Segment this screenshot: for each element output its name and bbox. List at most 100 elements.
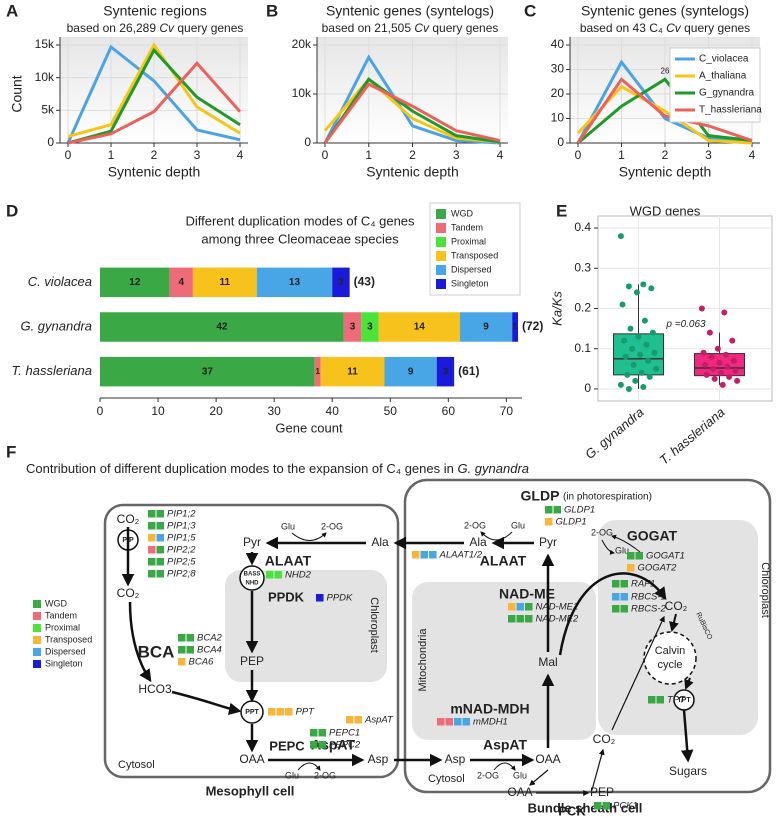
- gene-label: RAF1: [631, 579, 655, 590]
- gene-label: RBCS-2: [631, 604, 667, 615]
- x-tick-label: 70: [500, 404, 514, 418]
- mode-square: [420, 551, 428, 559]
- value-label: 3: [367, 322, 373, 333]
- metabolite: 2-OG: [464, 520, 486, 530]
- data-point: [646, 373, 653, 380]
- x-tick-label: 20: [209, 404, 223, 418]
- note: cycle: [657, 659, 682, 671]
- legend-label: G_gynandra: [699, 88, 754, 99]
- data-point: [710, 365, 717, 372]
- legend-swatch: [436, 237, 446, 247]
- metabolite: HCO3: [138, 682, 172, 696]
- x-tick-label: 50: [384, 404, 398, 418]
- value-label: 1: [315, 367, 320, 376]
- chart-subtitle-part: Cv: [414, 21, 430, 35]
- y-tick-label: 5k: [41, 103, 55, 117]
- mode-square: [148, 546, 156, 554]
- data-point: [641, 317, 648, 324]
- bar-segment: [436, 356, 455, 387]
- series-line: [323, 77, 501, 144]
- mode-square: [148, 510, 156, 518]
- panel-label: F: [6, 442, 16, 461]
- legend-swatch: [436, 265, 446, 275]
- legend-label: Transposed: [45, 634, 92, 644]
- gene-label: RBCS-1: [631, 592, 666, 603]
- legend-label: Tandem: [45, 610, 77, 620]
- enzyme: AspAT: [311, 737, 356, 753]
- gene-label: PIP2;5: [167, 557, 196, 568]
- panel-label: D: [6, 201, 18, 220]
- y-tick-label: 20k: [292, 37, 312, 51]
- enzyme: PPDK: [268, 589, 305, 604]
- chart-title: Syntenic regions: [103, 3, 207, 19]
- metabolite: Pyr: [243, 535, 261, 549]
- legend-swatch: [436, 279, 446, 289]
- mode-square: [276, 708, 284, 716]
- y-tick-label: 0: [304, 135, 311, 149]
- total-label: (61): [458, 364, 479, 378]
- data-point: [648, 285, 655, 292]
- panel-label: A: [6, 1, 18, 20]
- gene-label: BCA4: [197, 645, 222, 656]
- bar-segment: [332, 267, 350, 298]
- mode-square: [285, 708, 293, 716]
- data-point: [625, 385, 632, 392]
- arrow: [611, 615, 665, 731]
- x-tick-label: 10: [151, 404, 165, 418]
- metabolite: Sugars: [669, 764, 707, 778]
- mode-square: [516, 615, 524, 623]
- mode-square: [602, 802, 610, 810]
- data-point: [703, 371, 710, 378]
- arrow: [680, 709, 694, 763]
- category-label: G. gynandra: [20, 318, 92, 333]
- chart-subtitle-part: based on 26,289: [67, 21, 160, 35]
- data-point: [726, 373, 733, 380]
- enzyme: AspAT: [483, 737, 528, 753]
- mode-square: [627, 564, 635, 572]
- data-point: [632, 377, 639, 384]
- arrow: [684, 677, 694, 690]
- gene-label: PIP1;2: [167, 509, 196, 520]
- legend-swatch: [436, 251, 446, 261]
- metabolite: Ala: [371, 535, 389, 549]
- mitochondria: [412, 582, 596, 740]
- y-tick-label: 15k: [35, 37, 55, 51]
- mesophyll-cell: [103, 503, 400, 779]
- bar-segment: [192, 267, 257, 298]
- value-label: 3: [350, 322, 356, 333]
- arrow: [611, 534, 641, 553]
- legend-label: Proximal: [451, 236, 486, 246]
- bar-segment: [314, 356, 321, 387]
- mode-square: [186, 646, 194, 654]
- panel-label: C: [524, 1, 536, 20]
- bar-segment: [320, 356, 385, 387]
- legend-swatch: [436, 209, 446, 219]
- series-line: [323, 54, 501, 145]
- y-tick-label: 0.1: [574, 341, 591, 355]
- legend-label: Dispersed: [45, 646, 86, 656]
- gene-label: GLDP1: [564, 505, 595, 516]
- data-point: [702, 361, 709, 368]
- data-point: [698, 305, 705, 312]
- category-label: C. violacea: [28, 274, 92, 289]
- data-point: [625, 283, 632, 290]
- enzyme: GOGAT: [627, 528, 678, 544]
- x-tick-label: 2: [409, 148, 416, 162]
- gene-label: NAD-ME2: [536, 614, 579, 625]
- data-point: [624, 371, 631, 378]
- mode-square: [274, 571, 282, 579]
- bar-segment: [100, 312, 344, 342]
- mode-square: [156, 570, 164, 578]
- mode-square: [148, 570, 156, 578]
- metabolite: PEP: [590, 785, 614, 799]
- chart-subtitle: based on 26,289 Cv query genes: [67, 21, 244, 35]
- data-point: [706, 329, 713, 336]
- chart-title: Different duplication modes of C₄ genes: [185, 213, 415, 228]
- bar-segment: [512, 312, 518, 342]
- mode-square: [178, 634, 186, 642]
- mode-square: [545, 518, 553, 526]
- legend-label: Transposed: [451, 250, 498, 260]
- metabolite: OAA: [239, 752, 264, 766]
- data-point: [653, 365, 660, 372]
- arrow: [128, 601, 152, 683]
